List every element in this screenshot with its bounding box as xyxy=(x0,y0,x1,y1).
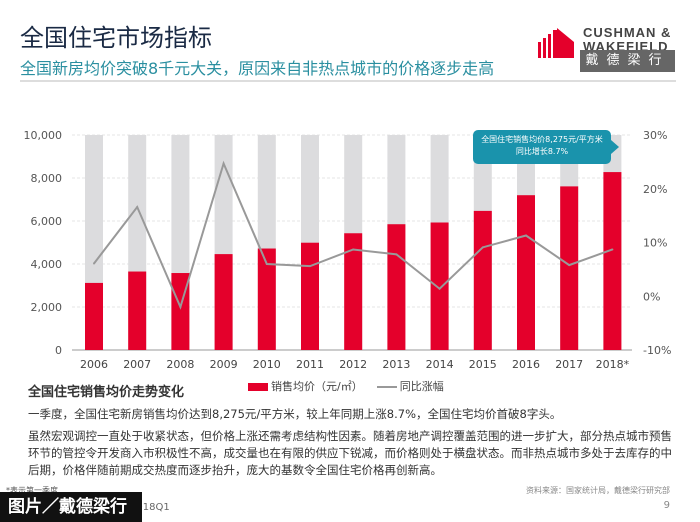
bar xyxy=(85,282,103,350)
bar xyxy=(257,248,276,350)
footer: 2018Q1 xyxy=(130,502,170,513)
legend-item-bar: 销售均价（元/㎡） xyxy=(248,378,363,394)
x-tick-label: 2018* xyxy=(596,358,630,370)
y2-tick-label: 20% xyxy=(643,183,667,196)
x-tick-label: 2012 xyxy=(339,358,367,370)
x-tick-label: 2011 xyxy=(296,358,324,370)
annotation-line2: 同比增长8.7% xyxy=(515,147,569,156)
x-tick-label: 2017 xyxy=(555,358,583,370)
source: 资料来源：国家统计局，戴德梁行研究部 xyxy=(526,486,670,495)
annotation-line1: 全国住宅销售均价8,275元/平方米 xyxy=(481,135,603,144)
bar xyxy=(301,242,319,350)
y-tick-label: 6,000 xyxy=(31,215,63,228)
legend-swatch xyxy=(376,386,397,388)
footnote: *表示第一季度 xyxy=(6,486,58,495)
growth-point xyxy=(481,246,484,249)
growth-point xyxy=(438,287,441,290)
page-title: 全国住宅市场指标 xyxy=(20,24,212,52)
bar xyxy=(603,172,622,350)
logo-text-1: CUSHMAN & xyxy=(583,25,672,40)
growth-point xyxy=(93,262,95,265)
bar xyxy=(387,224,406,350)
legend: 销售均价（元/㎡） 同比涨幅 xyxy=(248,378,444,394)
growth-point xyxy=(309,265,311,268)
x-tick-label: 2013 xyxy=(382,358,410,370)
chart-annotation: 全国住宅销售均价8,275元/平方米 同比增长8.7% xyxy=(473,130,619,164)
x-tick-label: 2015 xyxy=(469,358,497,370)
growth-point xyxy=(525,234,527,237)
y-tick-label: 8,000 xyxy=(31,172,63,185)
legend-item-line: 同比涨幅 xyxy=(376,378,444,394)
growth-point xyxy=(179,306,182,308)
x-tick-label: 2010 xyxy=(253,358,281,370)
bar xyxy=(344,233,363,350)
y2-tick-label: 30% xyxy=(643,129,667,142)
legend-label: 同比涨幅 xyxy=(399,380,444,393)
watermark: 图片／戴德梁行 xyxy=(0,492,142,522)
logo-chinese: 戴德梁行 xyxy=(580,50,675,72)
paragraph: 虽然宏观调控一直处于收紧状态，但价格上涨还需考虑结构性因素。随着房地产调控覆盖范… xyxy=(28,429,672,477)
growth-point xyxy=(352,248,355,251)
growth-point xyxy=(222,162,225,165)
x-tick-label: 2009 xyxy=(210,358,238,370)
growth-point xyxy=(568,264,571,267)
y2-tick-label: 0% xyxy=(643,290,660,303)
chart: 0 2,000 4,000 6,000 8,000 10,000 -10% 0% 10% 20% 3… xyxy=(24,129,672,370)
y-tick-label: 10,000 xyxy=(24,129,63,142)
legend-label: 销售均价（元/㎡） xyxy=(271,380,363,393)
y-tick-label: 2,000 xyxy=(31,301,63,314)
y2-tick-label: -10% xyxy=(643,344,671,357)
bar xyxy=(560,186,579,350)
x-tick-label: 2008 xyxy=(166,358,194,370)
growth-point xyxy=(136,206,139,209)
y2-tick-label: 10% xyxy=(643,237,667,250)
page-subtitle: 全国新房均价突破8千元大关，原因来自非热点城市的价格逐步走高 xyxy=(20,59,495,78)
paragraph: 一季度，全国住宅新房销售均价达到8,275元/平方米，较上年同期上涨8.7%，全… xyxy=(28,407,562,421)
bar xyxy=(473,210,492,350)
divider xyxy=(20,80,676,82)
x-tick-label: 2007 xyxy=(123,358,151,370)
chart-heading: 全国住宅销售均价走势变化 xyxy=(28,385,185,400)
growth-point xyxy=(611,248,614,251)
legend-swatch xyxy=(248,383,268,391)
logo-building-icon xyxy=(538,28,574,58)
growth-point xyxy=(395,253,398,256)
x-tick-label: 2006 xyxy=(80,358,108,370)
x-tick-label: 2016 xyxy=(512,358,540,370)
growth-point xyxy=(265,263,268,265)
y-tick-label: 4,000 xyxy=(31,258,63,271)
bar xyxy=(517,195,535,350)
bar xyxy=(430,222,449,350)
bar xyxy=(214,254,233,350)
page-number: 9 xyxy=(663,500,670,511)
y-tick-label: 0 xyxy=(55,344,62,357)
bar xyxy=(128,271,147,350)
x-tick-label: 2014 xyxy=(426,358,454,370)
